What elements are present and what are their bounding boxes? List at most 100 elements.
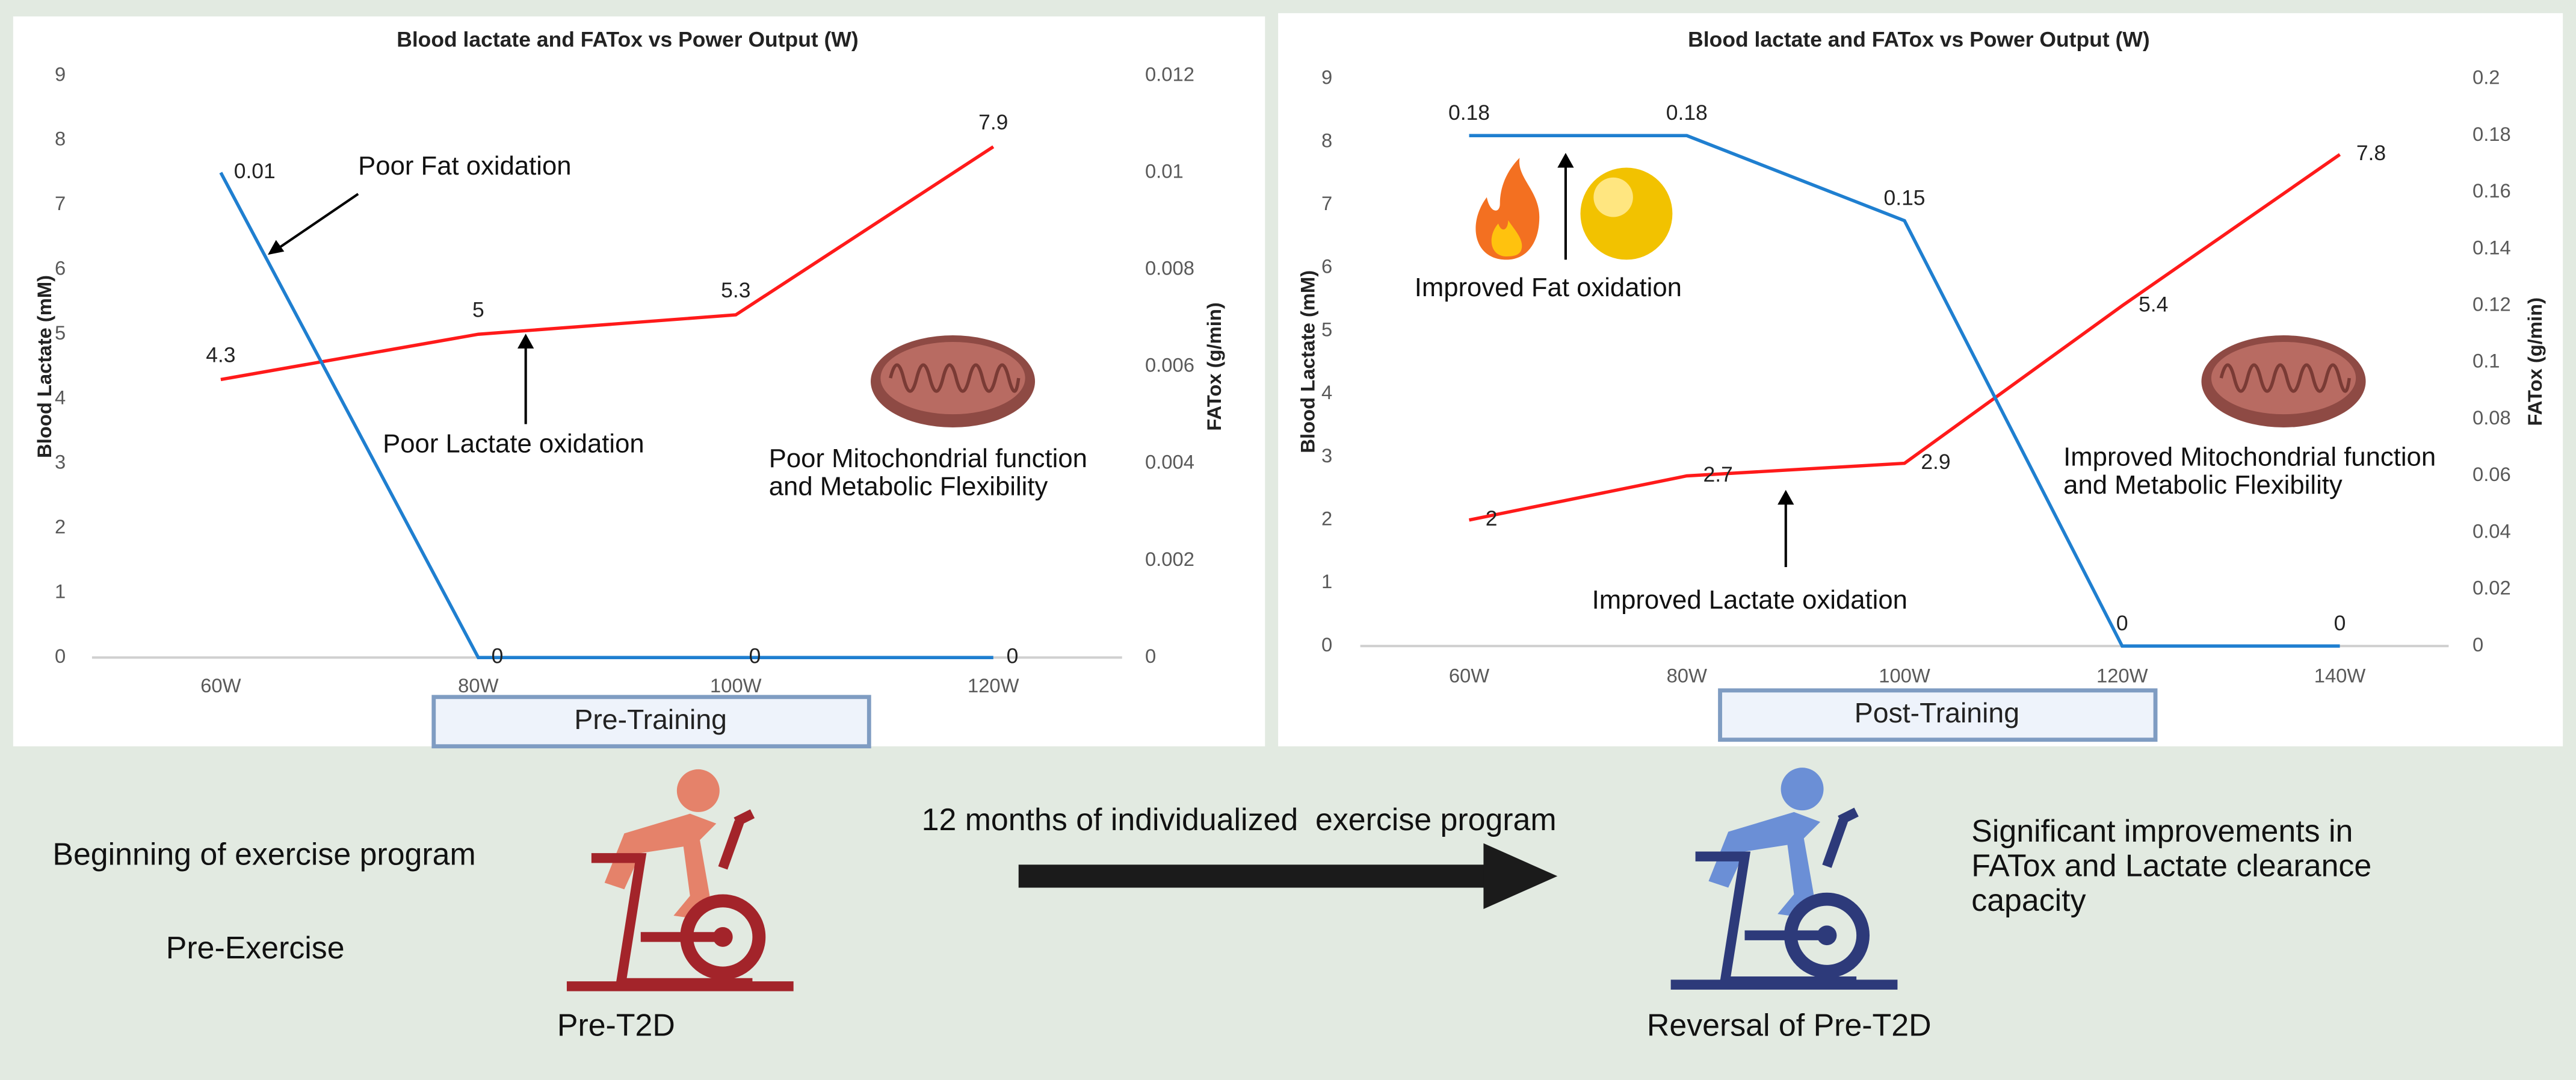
y-tick-label: 6 [1321,255,1332,278]
y-tick-label: 3 [1321,444,1332,467]
y-tick-label: 9 [55,63,66,85]
panel-text: FATox and Lactate clearance [1971,848,2371,883]
progress-arrow-head [1483,843,1558,910]
data-label: 0 [1007,644,1019,668]
y-tick-label: 3 [55,451,66,473]
annotation: and Metabolic Flexibility [2063,470,2343,500]
y2-tick-label: 0.14 [2473,236,2511,258]
series-line [219,172,993,659]
chart-title: Blood lactate and FATox vs Power Output … [397,28,858,52]
y2-tick-label: 0 [1145,645,1156,667]
data-label: 4.3 [206,343,235,367]
data-label: 5.4 [2139,292,2168,316]
y2-tick-label: 0.06 [2473,463,2511,485]
data-label: 7.8 [2356,141,2386,165]
panel-text: Reversal of Pre-T2D [1647,1007,1932,1042]
y2-axis-title: FATox (g/min) [1203,302,1225,430]
panel-text: Beginning of exercise program [52,836,475,871]
panel-text: 12 months of individualized exercise pro… [922,802,1557,837]
mitochondria-icon [2201,335,2366,427]
x-tick-label: 120W [2096,665,2148,687]
caption-box [431,695,871,749]
cyclist-icon [566,769,794,992]
panel-text: capacity [1971,883,2086,917]
data-label: 2.9 [1921,450,1950,474]
y-tick-label: 8 [55,128,66,150]
annotation: Poor Fat oxidation [358,151,571,181]
panel-text: Significant improvements in [1971,813,2353,848]
data-label: 0 [749,644,761,668]
annotation: Poor Mitochondrial function [769,444,1087,473]
annotation: and Metabolic Flexibility [769,472,1048,501]
data-label: 0.01 [234,159,276,183]
y-tick-label: 2 [55,515,66,538]
x-tick-label: 100W [710,674,762,697]
x-tick-label: 100W [1879,665,1930,687]
y-tick-label: 6 [55,256,66,279]
y2-tick-label: 0.08 [2473,406,2511,429]
y2-tick-label: 0.004 [1145,451,1194,473]
y-axis-title: Blood Lactate (mM) [33,275,55,458]
y-tick-label: 4 [1321,381,1332,403]
x-tick-label: 140W [2314,665,2366,687]
y2-tick-label: 0.2 [2473,66,2500,88]
data-label: 5.3 [721,278,750,302]
cyclist-icon [1670,768,1898,990]
data-label: 0 [492,644,504,668]
progress-arrow [1018,864,1487,888]
data-label: 0 [2334,611,2346,635]
series-line [1469,134,2340,648]
y2-tick-label: 0.1 [2473,350,2500,372]
data-label: 0 [2116,611,2128,635]
y-tick-label: 9 [1321,66,1332,88]
y-tick-label: 5 [1321,318,1332,340]
data-label: 2.7 [1703,462,1733,486]
x-tick-label: 60W [1449,665,1489,687]
y-tick-label: 1 [1321,570,1332,592]
y-tick-label: 4 [55,386,66,408]
y-tick-label: 8 [1321,129,1332,151]
y2-tick-label: 0 [2473,633,2483,656]
y2-tick-label: 0.012 [1145,63,1194,85]
arrow-head [1778,489,1794,505]
y2-tick-label: 0.04 [2473,520,2511,542]
y-tick-label: 0 [1321,633,1332,656]
flame-icon [1475,158,1540,260]
x-tick-label: 80W [458,674,498,697]
y2-tick-label: 0.02 [2473,577,2511,599]
y2-tick-label: 0.002 [1145,548,1194,570]
data-label: 0.15 [1883,185,1925,209]
y2-tick-label: 0.18 [2473,123,2511,145]
fat-droplet-highlight [1593,177,1633,217]
data-label: 7.9 [978,110,1008,134]
annotation: Improved Fat oxidation [1415,273,1682,302]
y2-tick-label: 0.008 [1145,256,1194,279]
y-tick-label: 7 [1321,192,1332,214]
arrow [275,193,359,251]
y2-tick-label: 0.01 [1145,160,1184,182]
data-label: 5 [472,297,484,321]
y-tick-label: 0 [55,645,66,667]
y-axis-title: Blood Lactate (mM) [1297,270,1319,453]
fat-droplet-icon [1580,167,1673,260]
series-line [220,145,995,382]
caption: Post-Training [1855,697,2019,728]
arrow-head [268,240,285,255]
annotation: Improved Mitochondrial function [2063,442,2436,471]
x-tick-label: 120W [968,674,1019,697]
arrow-head [1557,152,1574,168]
chart-title: Blood lactate and FATox vs Power Output … [1688,28,2149,52]
mitochondria-icon [871,335,1036,427]
y2-tick-label: 0.006 [1145,354,1194,376]
data-label: 2 [1486,506,1498,530]
chart-panel [13,16,1265,746]
arrow-head [517,334,534,349]
y2-tick-label: 0.16 [2473,179,2511,202]
y-tick-label: 7 [55,192,66,214]
caption-box [1718,688,2158,742]
y-tick-label: 2 [1321,507,1332,529]
series-line [1468,153,2341,522]
annotation: Improved Lactate oxidation [1592,585,1907,615]
